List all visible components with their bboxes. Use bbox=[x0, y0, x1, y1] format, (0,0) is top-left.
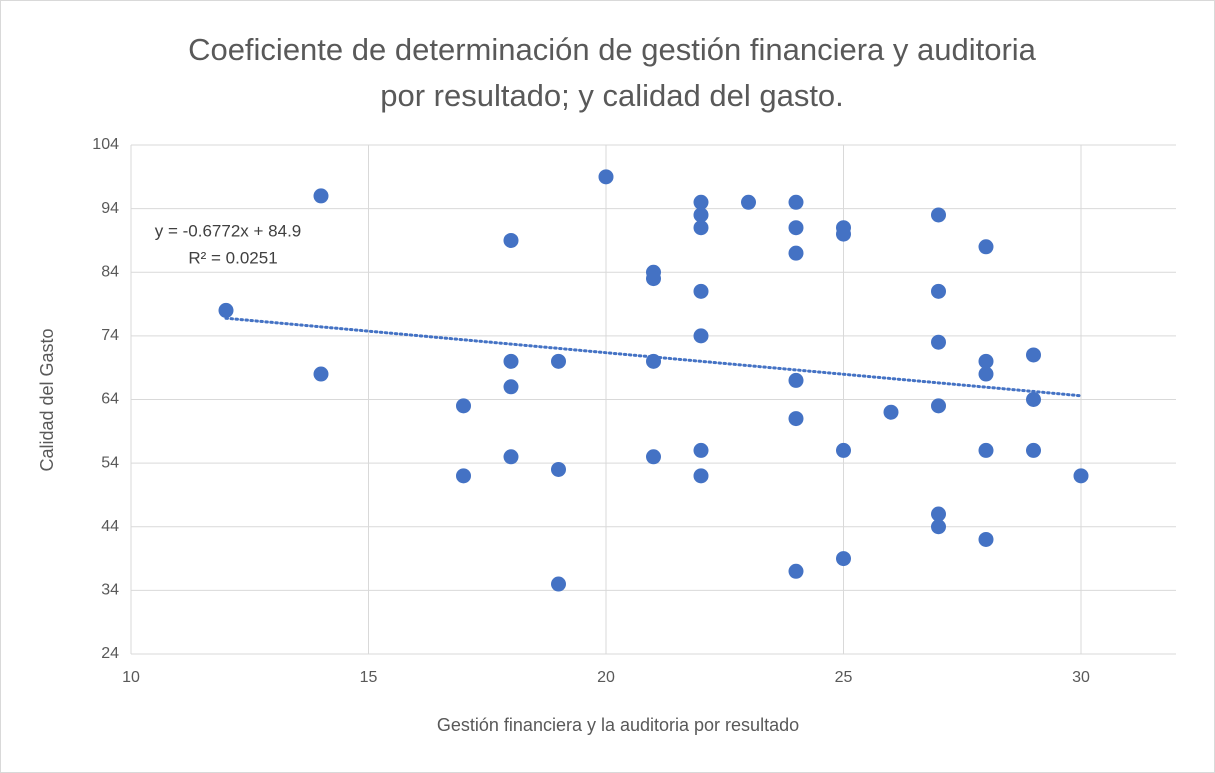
point bbox=[693, 328, 709, 344]
point bbox=[693, 194, 709, 210]
point bbox=[1026, 442, 1041, 458]
x-tick-label: 15 bbox=[360, 669, 378, 686]
y-tick-label: 64 bbox=[101, 391, 119, 408]
point bbox=[883, 404, 899, 420]
trendline-equation: y = -0.6772x + 84.9 bbox=[155, 221, 302, 240]
point bbox=[551, 353, 566, 369]
point bbox=[693, 468, 709, 484]
point bbox=[646, 271, 661, 287]
chart-title: por resultado; y calidad del gasto. bbox=[380, 78, 844, 113]
y-tick-label: 44 bbox=[101, 518, 119, 535]
point bbox=[788, 563, 804, 579]
point bbox=[503, 449, 519, 465]
point bbox=[931, 519, 946, 535]
point bbox=[788, 372, 804, 388]
point bbox=[978, 531, 994, 547]
y-tick-label: 94 bbox=[101, 200, 119, 217]
point bbox=[788, 194, 804, 210]
point bbox=[978, 239, 994, 255]
x-tick-label: 30 bbox=[1072, 669, 1090, 686]
point bbox=[503, 232, 519, 248]
point bbox=[931, 506, 946, 522]
chart-title: Coeficiente de determinación de gestión … bbox=[188, 32, 1037, 67]
point bbox=[218, 302, 234, 318]
point bbox=[551, 461, 566, 477]
point bbox=[456, 398, 471, 414]
y-tick-label: 104 bbox=[92, 136, 119, 153]
x-tick-label: 25 bbox=[835, 669, 853, 686]
point bbox=[931, 334, 946, 350]
point bbox=[931, 398, 946, 414]
point bbox=[1026, 392, 1041, 407]
y-tick-label: 74 bbox=[101, 327, 119, 344]
point bbox=[503, 379, 519, 395]
x-tick-label: 10 bbox=[122, 669, 140, 686]
point bbox=[741, 194, 756, 210]
point bbox=[313, 366, 329, 382]
point bbox=[503, 353, 519, 369]
point bbox=[978, 353, 994, 369]
y-axis-title: Calidad del Gasto bbox=[37, 328, 57, 471]
point bbox=[788, 220, 804, 236]
point bbox=[836, 226, 851, 242]
y-tick-label: 34 bbox=[101, 582, 119, 599]
point bbox=[978, 442, 994, 458]
point bbox=[693, 283, 709, 299]
point bbox=[931, 283, 946, 299]
y-tick-label: 84 bbox=[101, 263, 119, 280]
point bbox=[788, 411, 804, 427]
x-axis-title: Gestión financiera y la auditoria por re… bbox=[437, 715, 799, 735]
point bbox=[693, 220, 709, 236]
point bbox=[646, 449, 661, 465]
point bbox=[313, 188, 329, 204]
point bbox=[931, 207, 946, 223]
point bbox=[788, 245, 804, 261]
point bbox=[693, 442, 709, 458]
point bbox=[836, 551, 851, 567]
point bbox=[551, 576, 566, 592]
x-tick-label: 20 bbox=[597, 669, 615, 686]
point bbox=[598, 169, 614, 185]
trendline-r2: R² = 0.0251 bbox=[188, 248, 277, 267]
point bbox=[1073, 468, 1089, 484]
point bbox=[693, 207, 709, 223]
point bbox=[1026, 347, 1041, 363]
y-tick-label: 54 bbox=[101, 454, 119, 471]
point bbox=[646, 353, 661, 369]
point bbox=[836, 442, 851, 458]
point bbox=[978, 366, 994, 382]
y-tick-label: 24 bbox=[101, 645, 119, 662]
point bbox=[456, 468, 471, 484]
